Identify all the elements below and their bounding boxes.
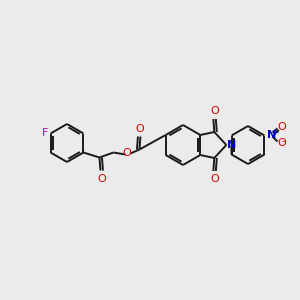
Text: O: O	[278, 137, 286, 148]
Text: O: O	[210, 174, 219, 184]
Text: -: -	[281, 137, 285, 146]
Text: O: O	[210, 106, 219, 116]
Text: O: O	[122, 148, 131, 158]
Text: N: N	[268, 130, 277, 140]
Text: O: O	[97, 173, 106, 184]
Text: +: +	[272, 128, 279, 137]
Text: F: F	[42, 128, 49, 137]
Text: N: N	[227, 140, 237, 150]
Text: O: O	[278, 122, 286, 133]
Text: O: O	[135, 124, 144, 134]
